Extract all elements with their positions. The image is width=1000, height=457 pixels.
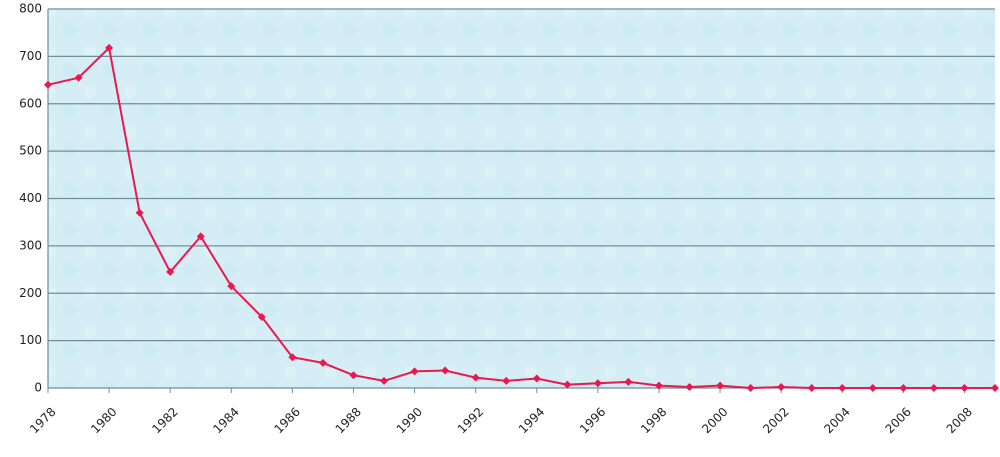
marker — [135, 208, 144, 217]
marker — [899, 384, 908, 392]
y-tick-label: 800 — [19, 2, 42, 16]
x-tick-label: 1978 — [27, 405, 58, 436]
marker — [532, 374, 541, 383]
marker — [716, 381, 725, 390]
marker — [960, 384, 969, 392]
marker — [227, 282, 236, 291]
x-tick-label: 2004 — [821, 405, 852, 436]
marker — [349, 371, 358, 380]
marker — [502, 376, 511, 385]
x-tick-label: 2006 — [882, 405, 913, 436]
marker — [380, 376, 389, 385]
y-tick-label: 200 — [19, 286, 42, 300]
marker — [593, 379, 602, 388]
x-tick-label: 1980 — [88, 405, 119, 436]
marker — [929, 384, 938, 392]
marker — [196, 232, 205, 241]
marker — [777, 383, 786, 392]
x-tick-label: 1986 — [271, 405, 302, 436]
marker — [471, 373, 480, 382]
marker — [807, 384, 816, 392]
x-tick-label: 1998 — [638, 405, 669, 436]
x-tick-label: 2008 — [944, 405, 975, 436]
marker — [685, 383, 694, 392]
y-tick-label: 100 — [19, 333, 42, 347]
y-tick-label: 400 — [19, 191, 42, 205]
x-tick-label: 1992 — [455, 405, 486, 436]
marker — [410, 367, 419, 376]
y-tick-label: 600 — [19, 96, 42, 110]
marker — [74, 73, 83, 82]
x-tick-label: 1988 — [333, 405, 364, 436]
marker — [288, 353, 297, 362]
y-tick-label: 0 — [34, 381, 42, 395]
x-tick-label: 2000 — [699, 405, 730, 436]
x-tick-label: 1994 — [516, 405, 547, 436]
y-tick-label: 500 — [19, 144, 42, 158]
x-tick-label: 1982 — [149, 405, 180, 436]
marker — [318, 358, 327, 367]
line — [47, 45, 995, 390]
marker — [838, 384, 847, 392]
x-tick-label: 2002 — [760, 405, 791, 436]
marker — [868, 384, 877, 392]
marker — [654, 381, 663, 390]
marker — [441, 366, 450, 375]
x-tick-label: 1984 — [210, 405, 241, 436]
marker — [624, 377, 633, 386]
marker — [105, 43, 114, 52]
y-tick-label: 300 — [19, 238, 42, 252]
marker — [257, 312, 266, 321]
marker — [746, 384, 755, 392]
marker — [563, 380, 572, 389]
x-tick-label: 1990 — [394, 405, 425, 436]
marker — [991, 384, 999, 392]
marker — [166, 267, 175, 276]
x-tick-label: 1996 — [577, 405, 608, 436]
y-tick-label: 700 — [19, 49, 42, 63]
marker — [44, 80, 52, 89]
